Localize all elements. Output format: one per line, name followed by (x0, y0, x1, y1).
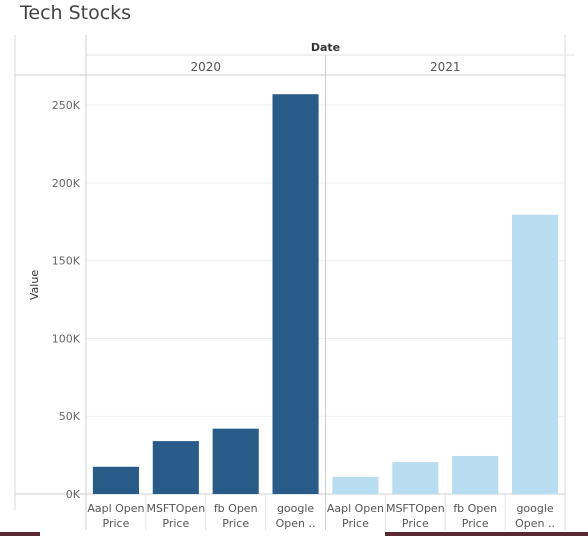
category-label: Price (402, 517, 429, 530)
category-label: MSFTOpen (386, 502, 445, 515)
year-header-2021: 2021 (430, 60, 461, 74)
category-label: Price (162, 517, 189, 530)
column-header-date: Date (311, 41, 340, 54)
bottom-edge-strip-right (385, 532, 588, 536)
y-tick-label: 150K (52, 255, 81, 268)
category-label: fb Open (453, 502, 497, 515)
y-tick-label: 200K (52, 177, 81, 190)
year-header-2020: 2020 (190, 60, 221, 74)
bar-2021-4 (512, 214, 559, 494)
category-label: Open .. (515, 517, 555, 530)
bar-2021-3 (452, 455, 499, 494)
bar-2021-2 (392, 462, 439, 494)
category-label: Open .. (276, 517, 316, 530)
category-label: google (277, 502, 314, 515)
y-tick-label: 50K (59, 410, 81, 423)
y-tick-label: 250K (52, 99, 81, 112)
bar-2020-2 (152, 441, 199, 494)
category-label: Price (462, 517, 489, 530)
category-label: Aapl Open (87, 502, 144, 515)
category-label: Price (103, 517, 130, 530)
category-label: Price (342, 517, 369, 530)
bar-2020-4 (272, 94, 319, 494)
y-axis-label: Value (28, 270, 41, 300)
category-label: google (516, 502, 553, 515)
bar-2020-3 (212, 428, 259, 494)
category-label: Aapl Open (327, 502, 384, 515)
category-label: MSFTOpen (146, 502, 205, 515)
bar-2020-1 (92, 466, 139, 494)
y-tick-label: 0K (66, 488, 81, 501)
chart-title: Tech Stocks (20, 2, 132, 24)
category-label: fb Open (214, 502, 258, 515)
category-label: Price (222, 517, 249, 530)
bar-2021-1 (332, 476, 379, 494)
bottom-edge-strip-left (0, 532, 40, 536)
y-tick-label: 100K (52, 332, 81, 345)
